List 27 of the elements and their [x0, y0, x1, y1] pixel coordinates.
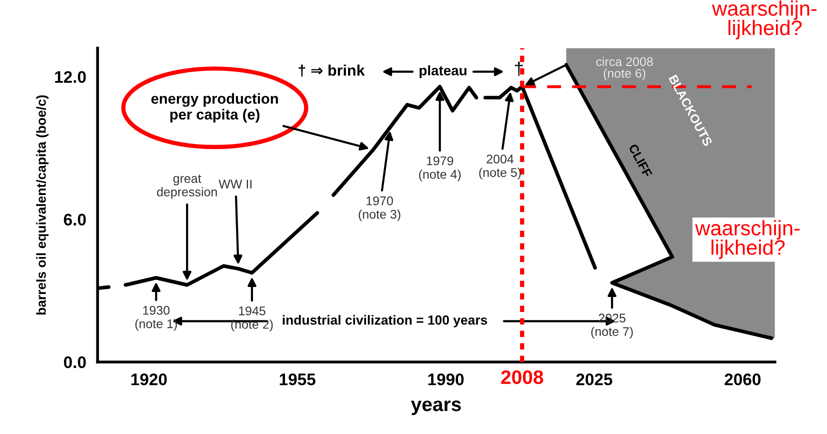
annotation: plateau	[420, 65, 466, 78]
annotation: energy production per capita (e)	[151, 93, 278, 122]
x-tick-label: 2060	[724, 374, 761, 386]
x-tick-label: 1955	[280, 374, 316, 386]
text: waarschijn- lijkheid?	[712, 0, 816, 40]
x-tick-label: 2025	[576, 374, 612, 386]
annotation: 2004 (note 5)	[479, 154, 521, 180]
y-tick-label: 12.0	[55, 71, 86, 83]
annotation: 1930 (note 1)	[135, 306, 177, 331]
annotation: circa 2008 (note 6)	[596, 56, 653, 80]
annotation: industrial civilization = 100 years	[282, 315, 488, 328]
x-tick-label: 1990	[428, 374, 464, 386]
annotation: 1979 (note 4)	[419, 156, 461, 182]
annotation: 1970 (note 3)	[358, 196, 400, 222]
annotation: great depression	[157, 174, 217, 199]
x-tick-label: 1920	[131, 374, 167, 386]
annotation: WW II	[218, 180, 252, 188]
y-axis-title: barrels oil equivalent/capita (boe/c)	[36, 95, 48, 315]
y-tick-label: 6.0	[64, 214, 86, 226]
x-axis-title: years	[410, 400, 461, 416]
annotation: 1945 (note 2)	[231, 306, 273, 332]
ref-line-label: 2008	[501, 370, 544, 384]
y-tick-label: 0.0	[64, 356, 86, 368]
annotation: †	[515, 62, 523, 76]
annotation: waarschijn- lijkheid?	[695, 220, 800, 259]
annotation: 2025 (note 7)	[591, 314, 633, 338]
annotation: † ⇒ brink	[298, 64, 365, 77]
